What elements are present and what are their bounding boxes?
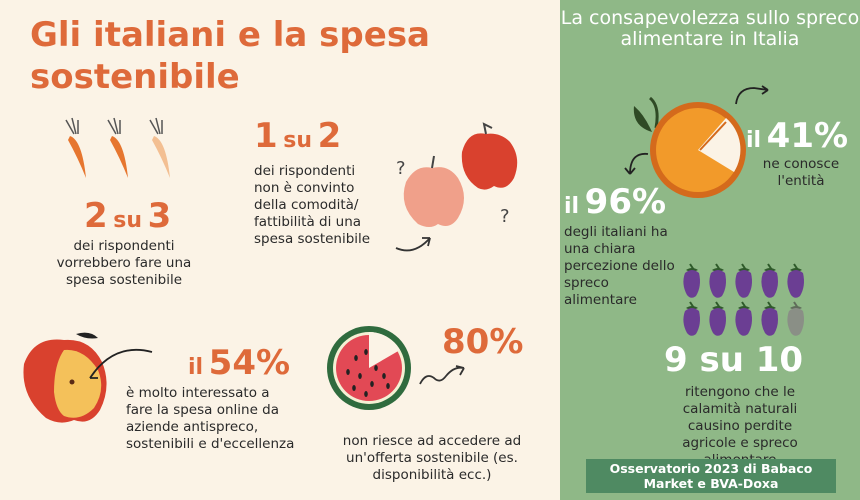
stat96-value: il 96% (564, 182, 667, 222)
stat2-value: 1 su 2 (254, 116, 342, 156)
stat9-value: 9 su 10 (664, 340, 804, 380)
carrot-icon (65, 117, 170, 178)
page-title: Gli italiani e la spesa sostenibile (30, 15, 430, 97)
svg-text:?: ? (500, 206, 510, 227)
stat3-text: è molto interessato a fare la spesa onli… (126, 385, 295, 452)
stat96-text: degli italiani ha una chiara percezione … (564, 224, 675, 308)
stat9-text: ritengono che le calamità naturali causi… (682, 384, 798, 468)
arrow-icon (735, 85, 769, 105)
arrow-icon (419, 365, 465, 385)
stat41-value: il 41% (746, 116, 849, 156)
eggplant-icon (682, 263, 805, 337)
stat41-text: ne conosce l'entità (762, 156, 840, 189)
orange-pie-icon (633, 96, 746, 198)
stat1-value: 2 su 3 (84, 196, 172, 236)
source-badge: Osservatorio 2023 di Babaco Market e BVA… (586, 459, 836, 493)
stat2-text: dei rispondenti non è convinto della com… (254, 163, 371, 247)
watermelon-icon (327, 326, 411, 410)
apple-icon (23, 332, 153, 423)
stat3-value: il 54% (188, 343, 291, 383)
left-panel: Gli italiani e la spesa sostenibile 2 su… (23, 15, 524, 483)
apple-icon: ? ? (395, 122, 518, 252)
stat1-text: dei rispondenti vorrebbero fare una spes… (56, 238, 192, 288)
svg-text:?: ? (396, 158, 406, 179)
arrow-icon (624, 152, 649, 175)
right-panel: La consapevolezza sullo spreco alimentar… (560, 0, 860, 500)
stat4-text: non riesce ad accedere ad un'offerta sos… (342, 433, 522, 483)
stat4-value: 80% (442, 322, 524, 362)
right-title: La consapevolezza sullo spreco alimentar… (560, 7, 860, 50)
